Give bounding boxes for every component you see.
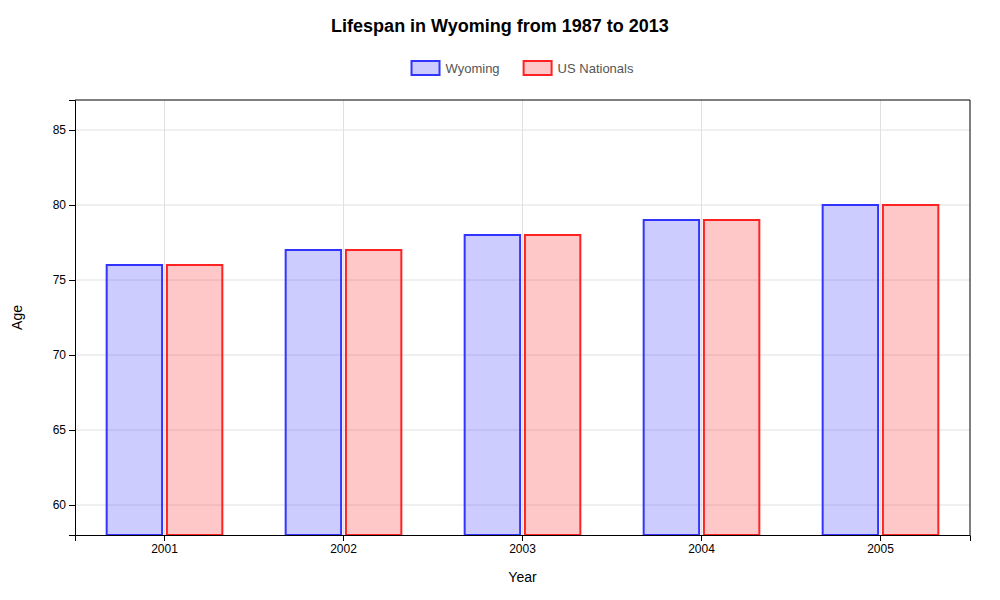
tick: 2005 (867, 535, 894, 556)
tick-label: 65 (53, 423, 67, 437)
tick-mark (880, 535, 881, 541)
grid-line-x (522, 100, 523, 535)
tick: 85 (53, 123, 75, 137)
tick-mark (69, 505, 75, 506)
tick-mark (701, 535, 702, 541)
bars (107, 205, 939, 535)
chart-container: 60 65 70 75 80 85 2001 2002 2003 2004 2005 Year Age L… (0, 0, 1000, 600)
chart-svg: 60 65 70 75 80 85 2001 2002 2003 2004 2005 Year Age L… (0, 0, 1000, 600)
bar (286, 250, 341, 535)
tick: 75 (53, 273, 75, 287)
tick-label: 60 (53, 498, 67, 512)
bar (525, 235, 580, 535)
tick: 65 (53, 423, 75, 437)
plot-frame (75, 100, 970, 101)
y-axis-title: Age (9, 305, 25, 330)
grid-line-x (701, 100, 702, 535)
tick-label: 85 (53, 123, 67, 137)
legend-item: US Nationals (524, 61, 634, 76)
x-axis-title: Year (508, 569, 537, 585)
legend-swatch (524, 61, 552, 75)
tick: 2001 (151, 535, 178, 556)
grid-line-x (343, 100, 344, 535)
grid-line-x (880, 100, 881, 535)
bar (704, 220, 759, 535)
bar-series (167, 205, 938, 535)
bar (346, 250, 401, 535)
grid (75, 100, 970, 535)
bar (167, 265, 222, 535)
bar (644, 220, 699, 535)
bar (823, 205, 878, 535)
bar-series (107, 205, 878, 535)
tick: 2004 (688, 535, 715, 556)
bar (883, 205, 938, 535)
tick: 80 (53, 198, 75, 212)
axis-line (76, 536, 971, 542)
tick-label: 70 (53, 348, 67, 362)
tick-mark (343, 535, 344, 541)
legend-item: Wyoming (412, 61, 500, 76)
plot-frame (970, 100, 971, 535)
tick-label: 2005 (867, 542, 894, 556)
tick-mark (69, 280, 75, 281)
tick-mark (69, 130, 75, 131)
tick-label: 2004 (688, 542, 715, 556)
bar (107, 265, 162, 535)
tick-mark (164, 535, 165, 541)
title: Lifespan in Wyoming from 1987 to 2013 (331, 16, 669, 36)
grid-line-x (164, 100, 165, 535)
legend-swatch (412, 61, 440, 75)
tick-label: 2003 (509, 542, 536, 556)
tick-label: 2001 (151, 542, 178, 556)
bar (465, 235, 520, 535)
tick: 2003 (509, 535, 536, 556)
x-axis: 2001 2002 2003 2004 2005 (76, 535, 971, 556)
tick-label: 80 (53, 198, 67, 212)
axis-line (69, 101, 76, 536)
tick: 60 (53, 498, 75, 512)
legend-label: Wyoming (446, 61, 500, 76)
tick-mark (522, 535, 523, 541)
tick-mark (69, 355, 75, 356)
legend-label: US Nationals (558, 61, 634, 76)
tick-label: 75 (53, 273, 67, 287)
tick-mark (69, 430, 75, 431)
plot-area: 60 65 70 75 80 85 2001 2002 2003 2004 2005 (53, 100, 971, 556)
tick: 2002 (330, 535, 357, 556)
tick-label: 2002 (330, 542, 357, 556)
y-axis: 60 65 70 75 80 85 (53, 101, 76, 536)
tick: 70 (53, 348, 75, 362)
tick-mark (69, 205, 75, 206)
legend: Wyoming US Nationals (412, 61, 634, 76)
